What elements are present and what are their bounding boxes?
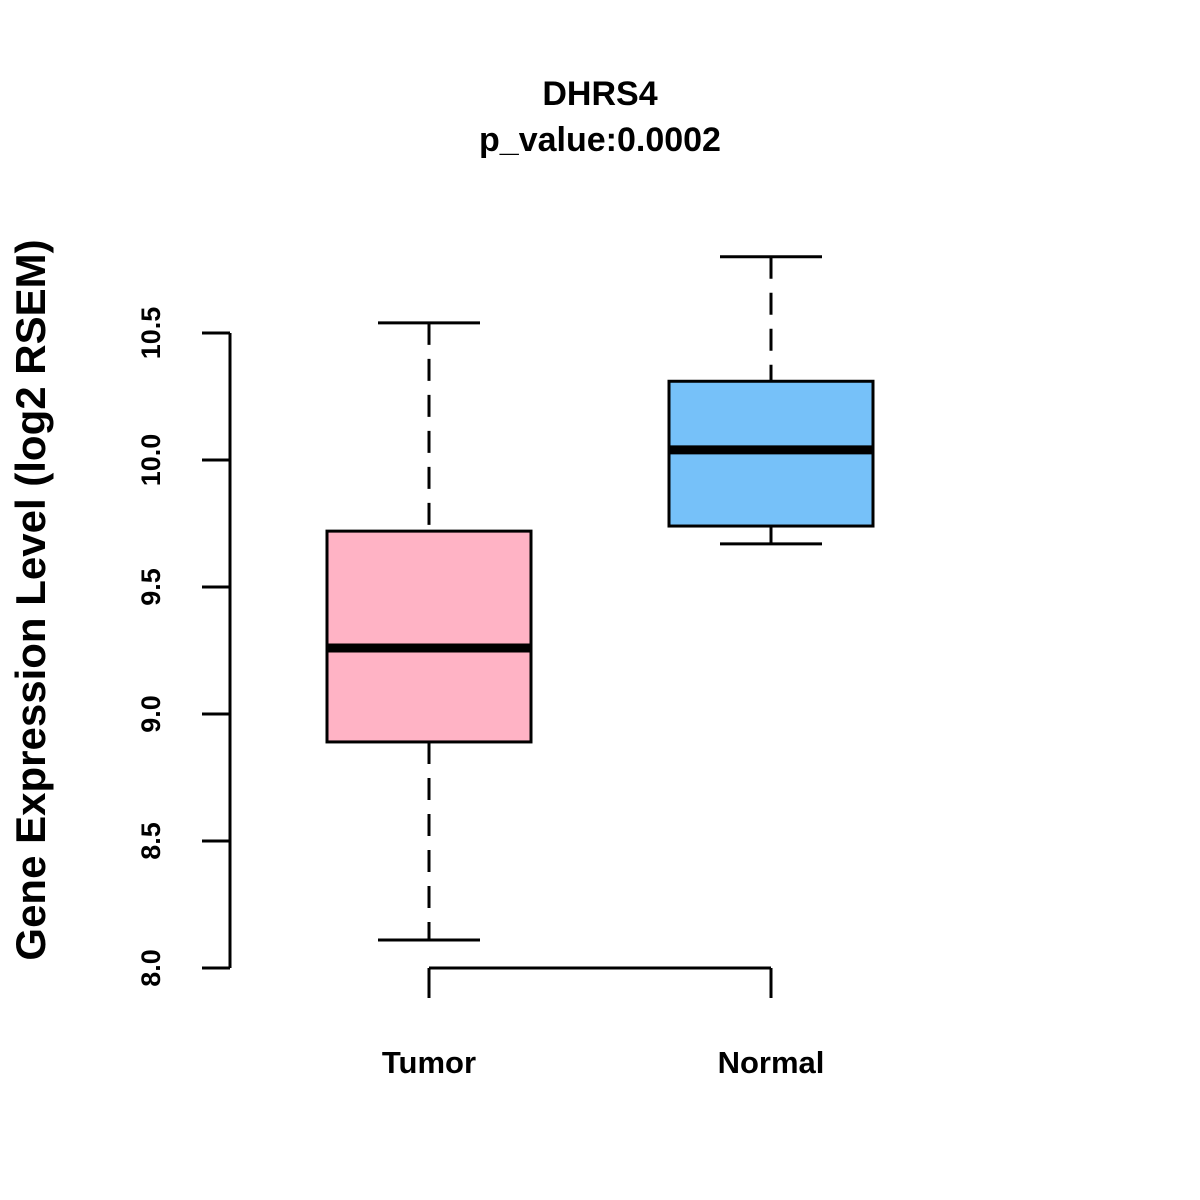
x-tick-label: Normal <box>718 1045 825 1080</box>
box-normal <box>667 255 875 546</box>
x-axis: Tumor Normal <box>382 966 825 1080</box>
y-tick-label: 8.5 <box>136 822 166 860</box>
y-axis-label: Gene Expression Level (log2 RSEM) <box>7 239 54 960</box>
y-tick-label: 9.0 <box>136 695 166 733</box>
y-tick-label: 9.5 <box>136 568 166 606</box>
y-tick-label: 10.5 <box>136 307 166 360</box>
y-axis: 8.0 8.5 9.0 9.5 10.0 10.5 <box>136 307 232 987</box>
boxes <box>325 255 875 942</box>
chart-title: DHRS4 <box>542 75 657 113</box>
box-tumor <box>325 321 533 942</box>
x-tick-label: Tumor <box>382 1045 476 1080</box>
chart-subtitle: p_value:0.0002 <box>479 121 721 159</box>
y-tick-label: 10.0 <box>136 434 166 487</box>
iqr-box <box>325 529 533 744</box>
y-tick-label: 8.0 <box>136 949 166 987</box>
